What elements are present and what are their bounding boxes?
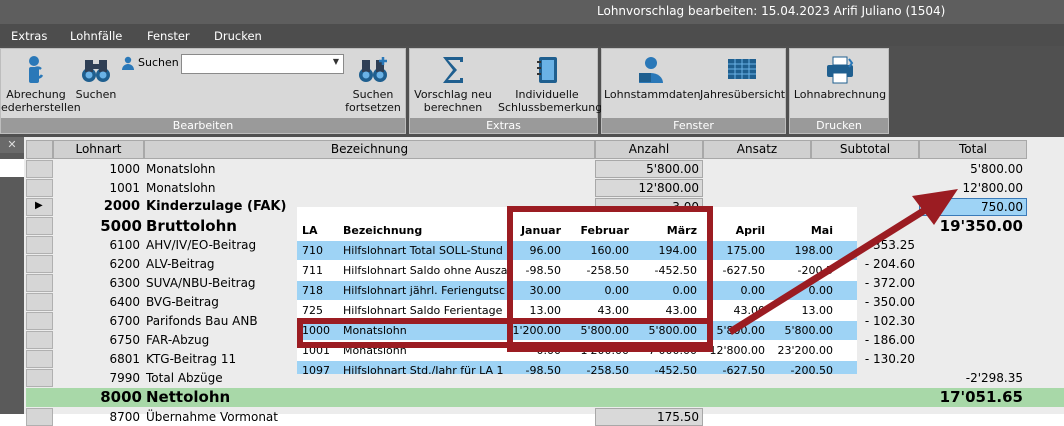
col-header-subtotal[interactable]: Subtotal bbox=[811, 140, 919, 159]
col-header-total[interactable]: Total bbox=[919, 140, 1027, 159]
user-icon bbox=[122, 56, 134, 70]
overlay-row: 725 Hilfslohnart Saldo Ferientage 13.00 … bbox=[302, 304, 833, 317]
ribbon-group-fenster: Lohnstammdaten Jahresübersicht Fenster bbox=[601, 48, 786, 134]
abrechnung-button[interactable]: Abrechung ederherstellen bbox=[1, 55, 81, 114]
ribbon-group-drucken: Lohnabrechnung Drucken bbox=[789, 48, 889, 134]
close-icon[interactable]: ✕ bbox=[0, 137, 24, 153]
ribbon-group-bearbeiten: Abrechung ederherstellen Suchen Suchen ▼… bbox=[0, 48, 406, 134]
overlay-row: 718 Hilfslohnart jährl. Feriengutsc 30.0… bbox=[297, 281, 857, 300]
title-bar: Lohnvorschlag bearbeiten: 15.04.2023 Ari… bbox=[0, 0, 1064, 24]
ribbon-group-label: Extras bbox=[410, 118, 597, 133]
menu-lohnfaelle[interactable]: Lohnfälle bbox=[70, 29, 123, 43]
annotation-arrow-head bbox=[912, 189, 958, 225]
overlay-row: 710 Hilfslohnart Total SOLL-Stund 96.00 … bbox=[297, 241, 857, 260]
col-header-ansatz[interactable]: Ansatz bbox=[703, 140, 811, 159]
search-label: Suchen bbox=[138, 56, 179, 69]
individuelle-schlussbemerkung-button[interactable]: Individuelle Schlussbemerkung bbox=[498, 55, 602, 114]
current-row-arrow-icon: ▶ bbox=[35, 200, 43, 211]
binoculars-plus-icon bbox=[359, 57, 387, 82]
annotation-box-months bbox=[507, 206, 713, 352]
side-panel: ✕ bbox=[0, 137, 24, 414]
vorschlag-neu-berechnen-button[interactable]: Vorschlag neu berechnen bbox=[412, 55, 494, 114]
overlay-row: 1000 Monatslohn 1'200.00 5'800.00 5'800.… bbox=[297, 321, 857, 340]
col-header-bezeichnung[interactable]: Bezeichnung bbox=[144, 140, 595, 159]
table-grid-icon bbox=[728, 59, 756, 79]
person-card-icon bbox=[639, 57, 663, 83]
search-select[interactable]: ▼ bbox=[181, 54, 344, 74]
menu-bar: Extras Lohnfälle Fenster Drucken bbox=[0, 24, 1064, 46]
lohnstammdaten-button[interactable]: Lohnstammdaten bbox=[604, 55, 701, 101]
ribbon-group-label: Fenster bbox=[602, 118, 785, 133]
menu-fenster[interactable]: Fenster bbox=[147, 29, 190, 43]
menu-extras[interactable]: Extras bbox=[11, 29, 48, 43]
annotation-box-monatslohn bbox=[297, 318, 713, 348]
col-header-lohnart[interactable]: Lohnart bbox=[53, 140, 144, 159]
ribbon-group-label: Drucken bbox=[790, 118, 888, 133]
overlay-row: 1097 Hilfslohnart Std./Jahr für LA 1 -98… bbox=[297, 361, 857, 374]
menu-drucken[interactable]: Drucken bbox=[214, 29, 262, 43]
ribbon: Abrechung ederherstellen Suchen Suchen ▼… bbox=[0, 46, 1064, 137]
chevron-down-icon: ▼ bbox=[332, 57, 339, 66]
overlay-row: 711 Hilfslohnart Saldo ohne Ausza -98.50… bbox=[302, 264, 833, 277]
notebook-icon bbox=[537, 57, 557, 83]
suchen-fortsetzen-button[interactable]: Suchen fortsetzen bbox=[341, 55, 405, 114]
overlay-header-row: LA Bezeichnung Januar Februar März April… bbox=[302, 224, 833, 237]
window-title: Lohnvorschlag bearbeiten: 15.04.2023 Ari… bbox=[597, 4, 946, 18]
ribbon-group-extras: Vorschlag neu berechnen Individuelle Sch… bbox=[409, 48, 602, 134]
suchen-button[interactable]: Suchen bbox=[73, 55, 119, 101]
sigma-icon bbox=[443, 57, 463, 83]
annotation-layer bbox=[297, 189, 958, 352]
jahresuebersicht-button[interactable]: Jahresübersicht bbox=[700, 55, 785, 101]
ribbon-group-label: Bearbeiten bbox=[1, 118, 405, 133]
printer-icon bbox=[827, 56, 854, 84]
annotation-arrow-line bbox=[728, 207, 927, 335]
netto-row-highlight bbox=[26, 388, 1064, 407]
binoculars-icon bbox=[82, 60, 110, 82]
person-restore-icon bbox=[29, 56, 44, 83]
col-header-anzahl[interactable]: Anzahl bbox=[595, 140, 703, 159]
lohnabrechnung-button[interactable]: Lohnabrechnung bbox=[792, 55, 888, 101]
